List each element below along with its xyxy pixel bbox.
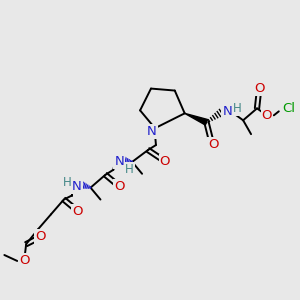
Text: O: O	[35, 230, 45, 243]
Text: O: O	[208, 138, 219, 151]
Polygon shape	[185, 113, 208, 125]
Text: H: H	[125, 163, 134, 176]
Text: H: H	[233, 102, 242, 115]
Text: H: H	[62, 176, 71, 189]
Text: N: N	[222, 105, 232, 118]
Text: N: N	[72, 180, 82, 193]
Text: N: N	[114, 155, 124, 168]
Text: O: O	[114, 180, 124, 193]
Text: O: O	[255, 82, 265, 95]
Text: O: O	[72, 205, 83, 218]
Text: Cl: Cl	[282, 102, 295, 115]
Text: O: O	[160, 155, 170, 168]
Text: O: O	[19, 254, 29, 268]
Text: N: N	[147, 125, 157, 138]
Text: O: O	[262, 109, 272, 122]
